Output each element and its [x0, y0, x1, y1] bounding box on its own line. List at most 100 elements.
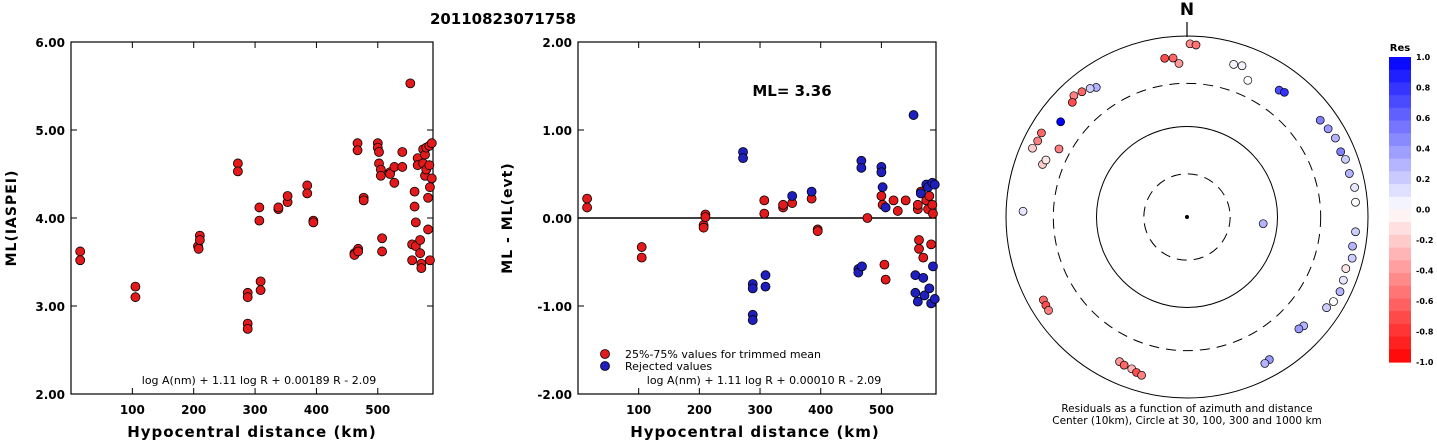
ml-y-tick-label: 6.00 [35, 36, 65, 50]
colorbar-swatch [1389, 196, 1411, 211]
residual-point-a [636, 252, 647, 263]
residual-point-a [636, 242, 647, 252]
residual-vs-distance-chart: 100 200 300 400 500 -2.00 -1.00 0.00 1.00 2.00 ML… [500, 36, 940, 441]
residual-x-tick-label: 200 [687, 403, 712, 417]
epicenter-dot [1185, 215, 1189, 219]
station-marker [1351, 227, 1360, 237]
colorbar-swatch [1389, 133, 1411, 147]
ml-point-a [415, 248, 426, 259]
ml-point-a [358, 195, 369, 206]
colorbar-swatch [1389, 298, 1411, 312]
residual-point-b [787, 191, 798, 201]
ml-point-a [130, 281, 141, 292]
colorbar-swatch [1389, 260, 1411, 274]
azimuth-distance-chart: N Residuals as a function of azimuth and… [1005, 0, 1369, 427]
residual-point-a [880, 274, 891, 285]
ml-point-a [405, 78, 416, 89]
colorbar-swatch [1389, 69, 1411, 84]
residual-y-tick-label: -1.00 [537, 300, 572, 314]
residual-point-b [924, 283, 935, 294]
ml-point-a [425, 255, 435, 266]
residual-x-tick-label: 100 [626, 403, 651, 417]
station-marker [1347, 253, 1357, 263]
legend-label-rejected: Rejected values [625, 360, 712, 373]
residual-x-tick-label: 400 [808, 403, 833, 417]
residual-point-a [927, 199, 938, 210]
station-marker [1033, 136, 1043, 146]
colorbar-swatch [1389, 273, 1411, 287]
ml-point-a [194, 235, 205, 245]
residual-point-b [912, 296, 923, 307]
ml-point-a [415, 235, 426, 245]
distance-ring [1143, 173, 1231, 261]
colorbar-tick-label: -0.6 [1416, 297, 1434, 306]
ml-point-a [416, 263, 427, 274]
colorbar-swatch [1389, 222, 1411, 236]
residual-point-a [926, 239, 937, 250]
station-marker [1041, 155, 1051, 165]
ml-y-tick-label: 4.00 [35, 212, 65, 226]
ml-point-a [426, 138, 437, 149]
ml-point-a [374, 147, 384, 157]
station-marker [1350, 183, 1359, 192]
residual-point-a [876, 191, 887, 201]
ml-point-a [75, 255, 86, 266]
ml-point-a [353, 246, 364, 257]
ml-point-a [193, 243, 204, 254]
ml-y-tick-label: 3.00 [35, 300, 65, 314]
residual-y-tick-label: 0.00 [542, 212, 572, 226]
legend-label-trimmed: 25%-75% values for trimmed mean [625, 348, 821, 361]
station-marker [1237, 61, 1247, 71]
ml-x-tick-label: 400 [304, 403, 329, 417]
colorbar-tick-label: -0.2 [1416, 236, 1434, 245]
ml-plot-frame [70, 41, 434, 395]
residual-point-a [778, 199, 788, 210]
residual-x-tick-label: 500 [869, 403, 894, 417]
residual-point-a [900, 195, 911, 206]
ml-y-axis-label: ML(IASPEI) [4, 170, 20, 267]
station-marker [1341, 154, 1350, 164]
distance-ring [1005, 35, 1369, 399]
ml-formula: log A(nm) + 1.11 log R + 0.00189 R - 2.0… [142, 374, 376, 387]
ml-point-a [397, 162, 408, 172]
ml-point-a [423, 224, 433, 235]
colorbar-title: Res [1390, 43, 1410, 54]
colorbar-swatch [1389, 95, 1411, 109]
station-marker [1056, 117, 1065, 127]
ml-point-a [308, 217, 319, 228]
residual-point-a [700, 212, 711, 223]
ml-point-a [385, 169, 395, 179]
residual-y-axis-label: ML - ML(evt) [500, 162, 516, 273]
colorbar-tick-label: -0.4 [1416, 267, 1434, 276]
north-label: N [1180, 0, 1194, 20]
station-marker [1054, 144, 1064, 154]
ml-point-a [389, 177, 400, 188]
colorbar-tick-label: -1.0 [1416, 358, 1434, 367]
colorbar-tick-label: 0.8 [1416, 84, 1431, 93]
ml-point-a [377, 233, 387, 244]
station-marker [1331, 133, 1340, 143]
colorbar-swatch [1389, 349, 1411, 363]
colorbar-tick-label: 0.4 [1416, 145, 1431, 154]
residual-point-b [880, 202, 891, 213]
station-marker [1137, 370, 1146, 380]
ml-point-a [425, 182, 435, 193]
distance-ring [1096, 126, 1278, 308]
ml-point-a [130, 292, 141, 303]
ml-x-tick-label: 500 [365, 403, 390, 417]
station-marker [1044, 306, 1053, 315]
ml-point-a [75, 246, 86, 257]
residual-point-b [915, 188, 926, 199]
ml-point-a [242, 292, 253, 303]
ml-point-a [407, 255, 418, 266]
station-marker [1294, 324, 1304, 334]
station-marker [1329, 297, 1338, 306]
station-marker [1085, 84, 1095, 93]
figure-title: 20110823071758 [430, 10, 576, 28]
ml-point-a [423, 192, 433, 203]
ml-point-a [424, 160, 435, 171]
residual-point-b [910, 287, 921, 298]
ml-point-a [410, 217, 421, 228]
colorbar-swatch [1389, 285, 1411, 300]
